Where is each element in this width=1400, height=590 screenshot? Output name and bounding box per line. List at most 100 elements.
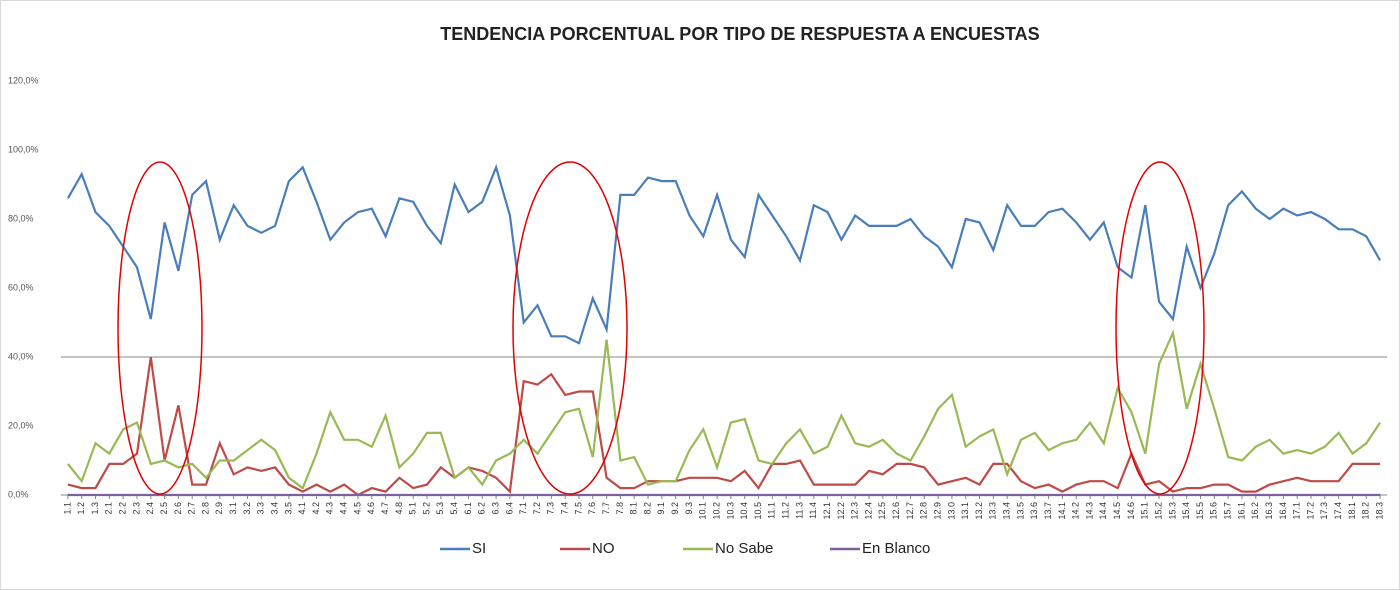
x-tick-label: 7.5: [573, 502, 583, 515]
x-tick-label: 12.9: [932, 502, 942, 520]
x-tick-label: 14.1: [1057, 502, 1067, 520]
x-tick-label: 4.3: [325, 502, 335, 515]
x-tick-label: 4.8: [394, 502, 404, 515]
legend-label: En Blanco: [862, 540, 930, 557]
x-tick-label: 18.1: [1347, 502, 1357, 520]
x-tick-label: 6.3: [490, 502, 500, 515]
x-tick-label: 1.3: [90, 502, 100, 515]
x-tick-label: 15.1: [1140, 502, 1150, 520]
x-tick-label: 18.3: [1374, 502, 1384, 520]
x-tick-label: 13.1: [960, 502, 970, 520]
x-tick-label: 15.3: [1167, 502, 1177, 520]
x-tick-label: 9.3: [684, 502, 694, 515]
x-tick-label: 4.7: [380, 502, 390, 515]
highlight-ellipse: [117, 161, 203, 495]
x-tick-label: 7.6: [587, 502, 597, 515]
x-tick-label: 17.1: [1292, 502, 1302, 520]
x-tick-label: 2.1: [104, 502, 114, 515]
highlight-ellipse: [512, 161, 628, 495]
x-tick-label: 9.2: [670, 502, 680, 515]
x-tick-label: 18.2: [1361, 502, 1371, 520]
x-tick-label: 11.1: [767, 502, 777, 519]
x-tick-label: 2.6: [173, 502, 183, 515]
y-tick-label: 60,0%: [8, 282, 34, 292]
x-tick-label: 14.6: [1126, 502, 1136, 520]
x-tick-label: 5.4: [449, 502, 459, 515]
x-tick-label: 4.5: [352, 502, 362, 515]
x-tick-label: 2.9: [214, 502, 224, 515]
x-tick-label: 2.3: [131, 502, 141, 515]
y-tick-label: 20,0%: [8, 420, 34, 430]
y-tick-label: 80,0%: [8, 213, 34, 223]
x-tick-label: 7.3: [546, 502, 556, 515]
x-tick-label: 12.6: [891, 502, 901, 520]
x-tick-label: 7.2: [532, 502, 542, 515]
x-tick-label: 16.1: [1236, 502, 1246, 520]
x-tick-label: 15.6: [1209, 502, 1219, 520]
legend-label: No Sabe: [715, 540, 773, 557]
x-tick-label: 7.7: [601, 502, 611, 515]
x-tick-label: 3.5: [283, 502, 293, 515]
x-tick-label: 14.5: [1112, 502, 1122, 520]
x-tick-label: 15.2: [1153, 502, 1163, 520]
x-tick-label: 12.3: [850, 502, 860, 520]
x-tick-label: 11.3: [794, 502, 804, 519]
series-line: [66, 163, 1382, 345]
x-tick-label: 6.1: [463, 502, 473, 515]
x-tick-label: 5.3: [435, 502, 445, 515]
x-tick-label: 14.3: [1084, 502, 1094, 520]
x-tick-label: 12.8: [919, 502, 929, 520]
x-tick-label: 7.4: [560, 502, 570, 515]
highlight-ellipse: [1115, 161, 1205, 495]
x-tick-label: 16.4: [1278, 502, 1288, 520]
x-tick-label: 13.2: [974, 502, 984, 520]
x-tick-label: 16.2: [1250, 502, 1260, 520]
x-tick-label: 12.1: [822, 502, 832, 520]
x-tick-label: 9.1: [656, 502, 666, 515]
x-tick-label: 6.2: [477, 502, 487, 515]
x-tick-label: 3.4: [269, 502, 279, 515]
y-tick-label: 0,0%: [8, 489, 29, 499]
x-tick-label: 5.2: [421, 502, 431, 515]
x-tick-label: 1.2: [76, 502, 86, 515]
x-tick-label: 7.8: [615, 502, 625, 515]
x-tick-label: 10.1: [698, 502, 708, 520]
x-tick-label: 10.3: [725, 502, 735, 520]
x-tick-label: 12.5: [877, 502, 887, 520]
x-tick-label: 12.2: [836, 502, 846, 520]
x-tick-label: 16.3: [1264, 502, 1274, 520]
x-tick-label: 11.2: [781, 502, 791, 519]
x-tick-label: 2.8: [200, 502, 210, 515]
y-tick-label: 100,0%: [8, 144, 39, 154]
x-tick-label: 12.4: [863, 502, 873, 520]
plot: 0,0% 20,0% 40,0% 60,0% 80,0% 100,0% 120,0% 1.1 1…: [8, 75, 1387, 557]
x-tick-label: 12.7: [905, 502, 915, 520]
legend-label: NO: [592, 540, 615, 557]
y-tick-label: 40,0%: [8, 351, 34, 361]
x-tick-label: 14.4: [1098, 502, 1108, 520]
x-tick-label: 3.3: [256, 502, 266, 515]
x-tick-label: 17.3: [1319, 502, 1329, 520]
x-tick-label: 2.5: [159, 502, 169, 515]
chart-title: TENDENCIA PORCENTUAL POR TIPO DE RESPUES…: [440, 24, 1039, 44]
x-tick-label: 2.4: [145, 502, 155, 515]
x-tick-label: 7.1: [518, 502, 528, 515]
x-tick-label: 13.6: [1029, 502, 1039, 520]
x-tick-label: 17.2: [1305, 502, 1315, 520]
x-tick-label: 13.0: [946, 502, 956, 520]
x-tick-label: 10.5: [753, 502, 763, 520]
x-tick-label: 2.2: [118, 502, 128, 515]
annotations: [117, 161, 1205, 495]
x-tick-label: 3.1: [228, 502, 238, 515]
x-tick-label: 8.2: [642, 502, 652, 515]
x-tick-label: 13.3: [988, 502, 998, 520]
x-tick-label: 13.7: [1043, 502, 1053, 520]
x-tick-label: 4.2: [311, 502, 321, 515]
series-line: [67, 356, 1381, 497]
x-tick-label: 11.4: [808, 502, 818, 519]
x-tick-label: 4.4: [339, 502, 349, 515]
y-tick-label: 120,0%: [8, 75, 39, 85]
x-tick-label: 3.2: [242, 502, 252, 515]
